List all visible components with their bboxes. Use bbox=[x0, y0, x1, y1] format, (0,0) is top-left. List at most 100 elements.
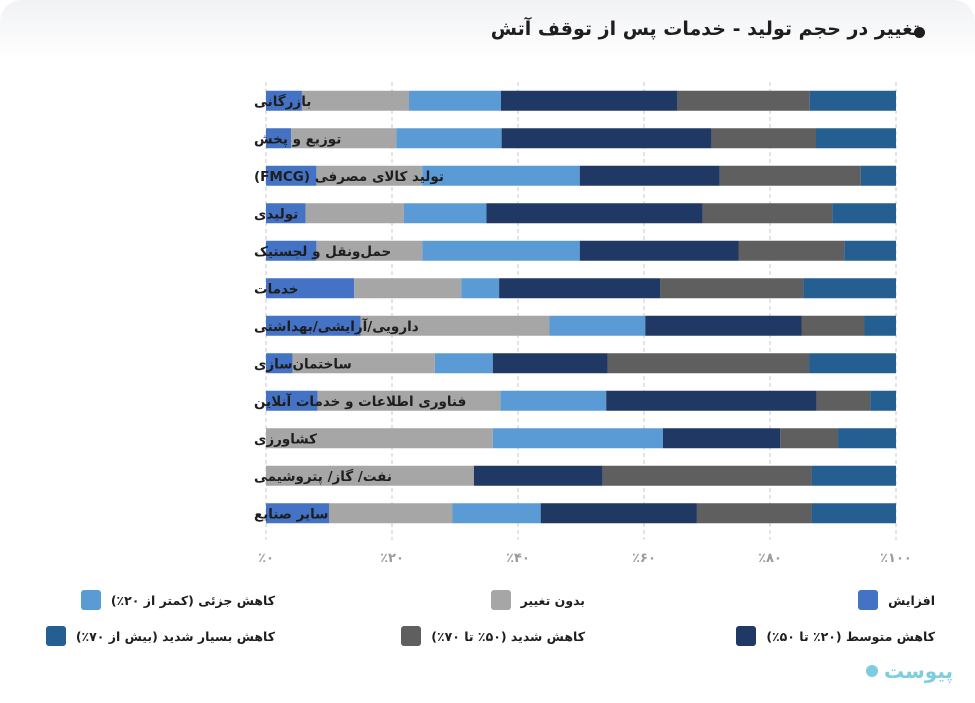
bar-segment bbox=[266, 428, 493, 449]
bar-segment bbox=[801, 315, 865, 336]
bar-segment bbox=[403, 203, 487, 224]
bar-segment bbox=[549, 315, 646, 336]
category-label: سایر صنایع bbox=[254, 506, 328, 522]
legend-label: کاهش جزئی (کمتر از ۲۰٪) bbox=[110, 592, 275, 608]
category-label: تولید کالای مصرفی (FMCG) bbox=[254, 169, 444, 185]
title-bullet bbox=[914, 27, 925, 38]
legend-swatch bbox=[401, 626, 422, 646]
bar-segment bbox=[838, 428, 896, 449]
bar-segment bbox=[606, 390, 817, 411]
bar-segment bbox=[702, 203, 833, 224]
legend-swatch bbox=[858, 590, 879, 610]
category-label: فناوری اطلاعات و خدمات آنلاین bbox=[254, 393, 466, 410]
bar-segment bbox=[711, 128, 816, 149]
bar-segment bbox=[473, 465, 603, 486]
bar-segment bbox=[291, 128, 397, 149]
chart-title: تغییر در حجم تولید - خدمات پس از توقف آت… bbox=[490, 18, 920, 40]
legend-item: افزایش bbox=[858, 590, 935, 610]
bar-segment bbox=[266, 90, 302, 111]
bar-segment bbox=[360, 315, 550, 336]
brand-name: پیوست bbox=[883, 659, 953, 683]
legend-swatch bbox=[490, 590, 511, 610]
bar-segment bbox=[540, 503, 697, 524]
bar-segment bbox=[696, 503, 812, 524]
bar-segment bbox=[266, 165, 317, 186]
x-tick-label: ٪۴۰ bbox=[506, 551, 530, 566]
legend-item: کاهش شدید (۵۰٪ تا ۷۰٪) bbox=[401, 626, 585, 646]
bar-segment bbox=[499, 278, 661, 299]
bar-segment bbox=[719, 165, 861, 186]
bar-segment bbox=[266, 353, 293, 374]
category-label: حمل‌ونقل و لجستیک bbox=[254, 244, 391, 260]
legend-label: کاهش شدید (۵۰٪ تا ۷۰٪) bbox=[431, 628, 585, 644]
bar-segment bbox=[316, 240, 423, 261]
bar-segment bbox=[809, 353, 896, 374]
bar-segment bbox=[461, 278, 500, 299]
legend-item: بدون تغییر bbox=[490, 590, 585, 610]
bar-segment bbox=[780, 428, 839, 449]
x-tick-label: ٪۲۰ bbox=[380, 551, 404, 566]
bar-segment bbox=[864, 315, 896, 336]
bar-segment bbox=[396, 128, 502, 149]
bar-segment bbox=[486, 203, 703, 224]
category-label: دارویی/آرایشی/بهداشتی bbox=[254, 318, 419, 335]
bar-segment bbox=[860, 165, 896, 186]
legend-item: کاهش متوسط (۲۰٪ تا ۵۰٪) bbox=[736, 626, 935, 646]
bar-segment bbox=[422, 165, 580, 186]
bar-segment bbox=[803, 278, 896, 299]
bar-segment bbox=[811, 465, 896, 486]
bar-segment bbox=[492, 353, 608, 374]
legend-label: کاهش متوسط (۲۰٪ تا ۵۰٪) bbox=[766, 628, 935, 644]
bar-segment bbox=[266, 240, 317, 261]
bar-segment bbox=[844, 240, 896, 261]
x-tick-label: ٪۰ bbox=[258, 551, 274, 566]
bar-segment bbox=[832, 203, 896, 224]
bar-segment bbox=[602, 465, 812, 486]
bar-segment bbox=[266, 128, 292, 149]
bar-segment bbox=[292, 353, 435, 374]
bar-segment bbox=[607, 353, 810, 374]
bar-segment bbox=[266, 278, 355, 299]
bar-segment bbox=[501, 128, 712, 149]
bar-segment bbox=[266, 503, 329, 524]
bar-segment bbox=[354, 278, 462, 299]
bar-segment bbox=[317, 390, 501, 411]
legend-swatch bbox=[80, 590, 101, 610]
category-label: ساختمان‌سازی bbox=[254, 356, 352, 372]
bar-segment bbox=[500, 90, 678, 111]
bar-segment bbox=[329, 503, 453, 524]
brand-dot-icon bbox=[865, 665, 878, 677]
legend-label: کاهش بسیار شدید (بیش از ۷۰٪) bbox=[75, 628, 275, 644]
bar-segment bbox=[809, 90, 896, 111]
bar-segment bbox=[492, 428, 663, 449]
legend-item: کاهش بسیار شدید (بیش از ۷۰٪) bbox=[45, 626, 275, 646]
x-tick-label: ٪۱۰۰ bbox=[880, 551, 912, 566]
bar-segment bbox=[579, 240, 739, 261]
legend-label: افزایش bbox=[888, 592, 935, 608]
x-tick-label: ٪۸۰ bbox=[758, 551, 782, 566]
bar-segment bbox=[316, 165, 423, 186]
category-label: خدمات bbox=[254, 281, 299, 297]
bar-segment bbox=[677, 90, 810, 111]
bar-segment bbox=[645, 315, 802, 336]
bar-segment bbox=[305, 203, 404, 224]
category-label: نفت/ گاز/ پتروشیمی bbox=[254, 468, 392, 485]
bar-segment bbox=[870, 390, 896, 411]
bar-segment bbox=[579, 165, 720, 186]
bar-segment bbox=[266, 315, 361, 336]
bar-segment bbox=[434, 353, 493, 374]
category-label: تولیدی bbox=[254, 206, 298, 222]
bar-segment bbox=[660, 278, 804, 299]
bar-segment bbox=[662, 428, 781, 449]
bar-segment bbox=[266, 203, 306, 224]
legend-swatch bbox=[45, 626, 66, 646]
x-tick-label: ٪۶۰ bbox=[632, 551, 656, 566]
legend-item: کاهش جزئی (کمتر از ۲۰٪) bbox=[80, 590, 275, 610]
bar-segment bbox=[815, 128, 896, 149]
legend-label: بدون تغییر bbox=[520, 592, 585, 608]
category-label: توزیع و پخش bbox=[254, 131, 341, 147]
legend-swatch bbox=[736, 626, 757, 646]
bar-segment bbox=[422, 240, 580, 261]
bar-segment bbox=[452, 503, 541, 524]
